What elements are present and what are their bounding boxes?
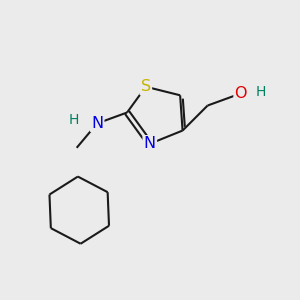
Text: N: N	[144, 136, 156, 151]
Text: O: O	[235, 86, 247, 101]
Text: H: H	[255, 85, 266, 99]
Text: N: N	[91, 116, 103, 131]
Text: H: H	[69, 113, 79, 127]
Text: S: S	[141, 79, 151, 94]
